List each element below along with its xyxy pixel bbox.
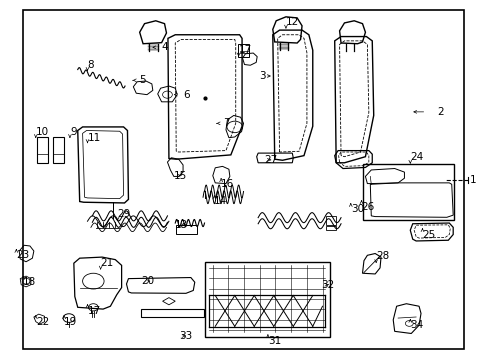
Text: 17: 17: [238, 45, 251, 55]
Text: 20: 20: [141, 276, 154, 286]
Text: 17: 17: [87, 306, 101, 315]
Text: 34: 34: [409, 320, 423, 330]
Text: 11: 11: [87, 133, 101, 143]
Text: 8: 8: [87, 59, 94, 69]
Text: 1: 1: [468, 175, 475, 185]
Text: 29: 29: [118, 209, 131, 219]
Text: 5: 5: [140, 75, 146, 85]
Text: 16: 16: [221, 179, 234, 189]
Text: 23: 23: [16, 250, 29, 260]
Text: 2: 2: [436, 107, 443, 117]
Text: 26: 26: [361, 202, 374, 212]
Text: 28: 28: [375, 251, 388, 261]
Bar: [326, 226, 335, 230]
Text: 4: 4: [161, 42, 168, 52]
Text: 22: 22: [36, 317, 49, 327]
Text: 9: 9: [70, 127, 77, 136]
Bar: [362, 163, 453, 220]
Bar: [37, 137, 48, 163]
Text: 3: 3: [259, 71, 265, 81]
Text: 12: 12: [285, 17, 299, 27]
Text: 31: 31: [267, 336, 281, 346]
Bar: [326, 216, 335, 225]
Text: 6: 6: [183, 90, 189, 100]
Text: 30: 30: [350, 204, 363, 215]
Text: 19: 19: [64, 317, 77, 327]
Text: 14: 14: [214, 196, 227, 206]
Bar: [53, 137, 64, 163]
Text: 18: 18: [23, 277, 36, 287]
Text: 21: 21: [101, 258, 114, 268]
Text: 24: 24: [409, 152, 423, 162]
Text: 15: 15: [174, 171, 187, 181]
Bar: [176, 225, 196, 234]
Text: 10: 10: [36, 127, 49, 136]
Text: 27: 27: [264, 155, 277, 165]
Bar: [204, 262, 330, 337]
Bar: [237, 44, 249, 57]
Text: 13: 13: [175, 220, 188, 230]
Text: 33: 33: [178, 331, 191, 341]
Text: 32: 32: [321, 280, 334, 290]
Bar: [141, 309, 203, 317]
Text: 25: 25: [422, 230, 435, 239]
Text: 7: 7: [223, 118, 230, 128]
